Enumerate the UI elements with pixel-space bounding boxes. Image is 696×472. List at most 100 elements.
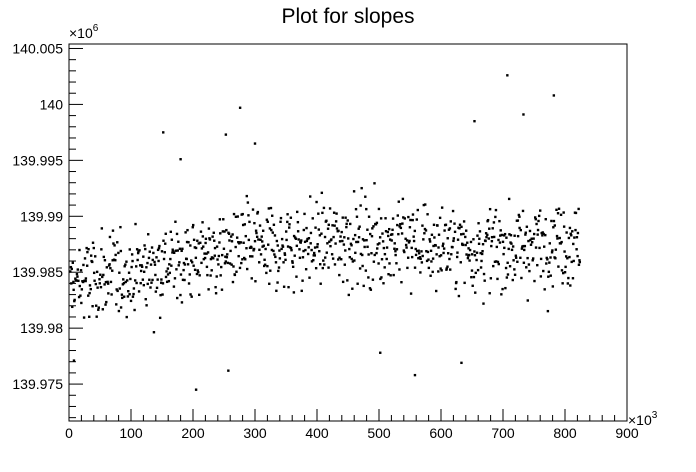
data-point	[353, 259, 356, 262]
data-point	[492, 221, 496, 224]
data-point	[213, 246, 217, 250]
data-point	[250, 277, 253, 280]
data-point	[211, 235, 214, 238]
data-point	[305, 239, 309, 243]
data-point	[291, 260, 294, 263]
data-point	[490, 240, 494, 243]
data-point	[421, 254, 424, 258]
data-point	[511, 278, 514, 282]
data-point	[79, 269, 83, 272]
data-point	[367, 276, 370, 279]
data-point	[212, 231, 215, 234]
data-point	[397, 232, 400, 236]
data-point	[220, 265, 223, 269]
data-point	[367, 215, 371, 218]
data-point	[71, 261, 74, 264]
data-point	[334, 242, 337, 245]
data-point	[435, 289, 438, 293]
y-multiplier-base: ×10	[69, 25, 93, 41]
data-point	[105, 300, 108, 304]
data-point	[353, 233, 357, 237]
data-point	[193, 268, 197, 272]
data-point	[393, 242, 396, 245]
data-point	[151, 278, 154, 282]
data-point	[140, 265, 144, 268]
data-point	[142, 255, 145, 258]
data-point	[78, 284, 81, 288]
data-point	[487, 237, 491, 240]
data-point	[447, 228, 451, 231]
data-point	[357, 236, 361, 239]
data-point	[459, 233, 463, 236]
data-point	[145, 304, 148, 307]
data-point	[566, 257, 569, 260]
data-point	[159, 293, 162, 297]
data-point	[329, 244, 332, 248]
data-point	[195, 272, 199, 276]
data-point	[503, 246, 506, 250]
data-point	[277, 269, 280, 273]
data-point	[473, 254, 477, 257]
data-point	[210, 269, 213, 272]
data-point	[108, 263, 111, 266]
data-point	[414, 253, 418, 257]
data-point	[525, 266, 528, 269]
data-point	[555, 234, 559, 238]
data-point	[480, 259, 483, 263]
data-point	[86, 250, 89, 254]
data-point	[560, 269, 564, 272]
data-point	[200, 261, 203, 265]
data-point	[320, 232, 323, 235]
data-point	[156, 248, 160, 252]
data-point	[78, 248, 81, 252]
data-point	[88, 291, 91, 295]
data-point	[89, 254, 93, 257]
data-point	[235, 236, 239, 239]
data-point	[217, 254, 221, 258]
data-point	[345, 222, 348, 226]
x-tick-label: 800	[553, 425, 577, 441]
data-point	[381, 232, 384, 235]
data-point	[527, 239, 530, 243]
data-point	[441, 244, 444, 248]
data-point	[388, 238, 392, 241]
data-point	[119, 306, 123, 309]
data-point	[458, 227, 461, 230]
data-point	[448, 227, 452, 230]
data-point	[202, 257, 206, 261]
data-point	[551, 249, 554, 252]
data-point	[277, 266, 281, 269]
data-point	[221, 230, 225, 233]
data-point	[502, 234, 506, 237]
data-point	[237, 254, 240, 258]
data-point	[363, 239, 366, 242]
data-point	[394, 250, 397, 253]
data-point	[118, 271, 121, 274]
data-point	[494, 215, 497, 219]
data-point	[525, 225, 529, 228]
data-point	[468, 259, 471, 262]
data-point	[547, 275, 550, 278]
data-point	[196, 269, 199, 272]
data-point	[357, 227, 360, 230]
data-point	[124, 263, 127, 266]
data-point	[451, 209, 455, 213]
data-point	[368, 287, 372, 290]
data-point	[162, 131, 165, 134]
data-point	[224, 260, 227, 263]
data-point	[245, 194, 248, 198]
data-point	[383, 252, 387, 256]
data-point	[465, 253, 468, 256]
data-point	[92, 271, 96, 275]
data-point	[495, 245, 499, 249]
data-point	[308, 276, 311, 279]
x-axis-multiplier: ×103	[628, 410, 658, 428]
data-point	[578, 260, 582, 264]
data-point	[504, 266, 508, 270]
data-point	[165, 270, 168, 273]
data-point	[70, 267, 73, 271]
data-point	[203, 252, 206, 255]
data-point	[377, 207, 381, 211]
data-point	[182, 261, 186, 265]
data-point	[527, 263, 531, 266]
